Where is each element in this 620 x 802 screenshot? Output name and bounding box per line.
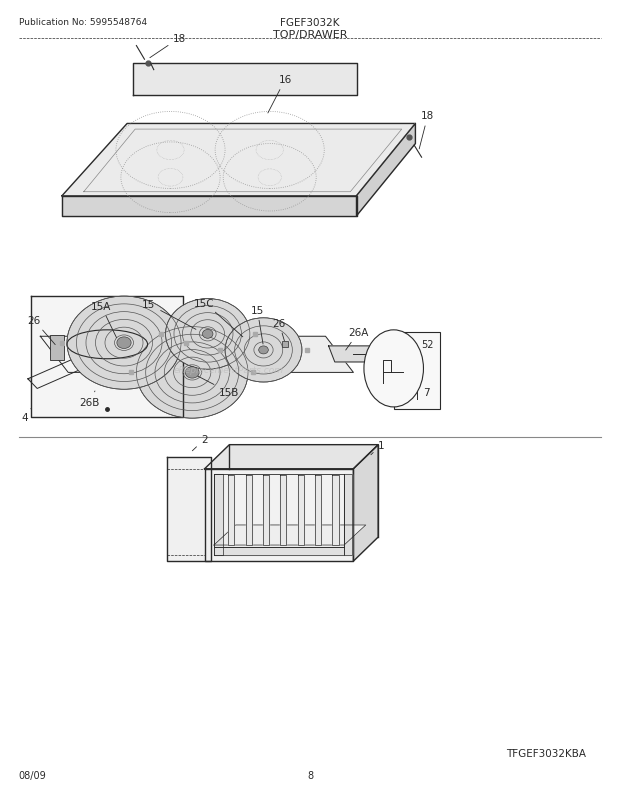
Text: 26: 26 xyxy=(27,316,55,345)
Text: 15C: 15C xyxy=(194,298,243,338)
Text: TFGEF3032KBA: TFGEF3032KBA xyxy=(505,748,586,758)
Polygon shape xyxy=(329,346,378,363)
Polygon shape xyxy=(263,476,269,545)
Polygon shape xyxy=(246,476,252,545)
Circle shape xyxy=(364,330,423,407)
Text: 1: 1 xyxy=(371,440,384,456)
Bar xyxy=(50,336,64,360)
Text: 52: 52 xyxy=(421,339,433,349)
Text: Publication No: 5995548764: Publication No: 5995548764 xyxy=(19,18,147,26)
Polygon shape xyxy=(133,64,356,96)
Text: 18: 18 xyxy=(419,111,435,150)
Text: 15: 15 xyxy=(142,300,196,330)
Polygon shape xyxy=(214,525,366,545)
Text: 26: 26 xyxy=(272,318,286,342)
Text: 15B: 15B xyxy=(198,377,239,398)
Polygon shape xyxy=(40,337,353,373)
Ellipse shape xyxy=(202,330,213,338)
Text: 08/09: 08/09 xyxy=(19,770,46,780)
Polygon shape xyxy=(62,124,415,196)
Polygon shape xyxy=(214,475,223,555)
Text: 16: 16 xyxy=(268,75,292,114)
Ellipse shape xyxy=(117,338,131,349)
Ellipse shape xyxy=(67,297,181,390)
Text: 15A: 15A xyxy=(91,302,117,338)
Ellipse shape xyxy=(259,346,268,354)
Bar xyxy=(394,333,440,409)
Polygon shape xyxy=(28,313,189,389)
Polygon shape xyxy=(62,196,356,217)
Ellipse shape xyxy=(185,367,199,379)
Polygon shape xyxy=(31,297,183,417)
Polygon shape xyxy=(353,445,378,561)
Polygon shape xyxy=(280,476,286,545)
Text: 2: 2 xyxy=(192,435,208,452)
Text: 4: 4 xyxy=(22,409,31,422)
Text: 8: 8 xyxy=(307,770,313,780)
Ellipse shape xyxy=(136,327,248,419)
Ellipse shape xyxy=(166,299,250,370)
Polygon shape xyxy=(214,547,344,555)
Text: 26A: 26A xyxy=(346,328,368,350)
Polygon shape xyxy=(228,476,234,545)
Text: eReplacementParts.com: eReplacementParts.com xyxy=(174,366,283,375)
Polygon shape xyxy=(315,476,321,545)
Ellipse shape xyxy=(225,318,302,383)
Polygon shape xyxy=(205,445,378,469)
Polygon shape xyxy=(356,124,415,217)
Text: 15: 15 xyxy=(250,306,264,345)
Text: 26B: 26B xyxy=(80,391,100,407)
Text: FGEF3032K: FGEF3032K xyxy=(280,18,340,27)
Polygon shape xyxy=(344,475,352,555)
Text: TOP/DRAWER: TOP/DRAWER xyxy=(273,30,347,39)
Polygon shape xyxy=(167,457,211,561)
Polygon shape xyxy=(332,476,339,545)
Polygon shape xyxy=(205,469,353,561)
Polygon shape xyxy=(298,476,304,545)
Text: 7: 7 xyxy=(423,388,429,398)
Text: 18: 18 xyxy=(150,34,187,59)
